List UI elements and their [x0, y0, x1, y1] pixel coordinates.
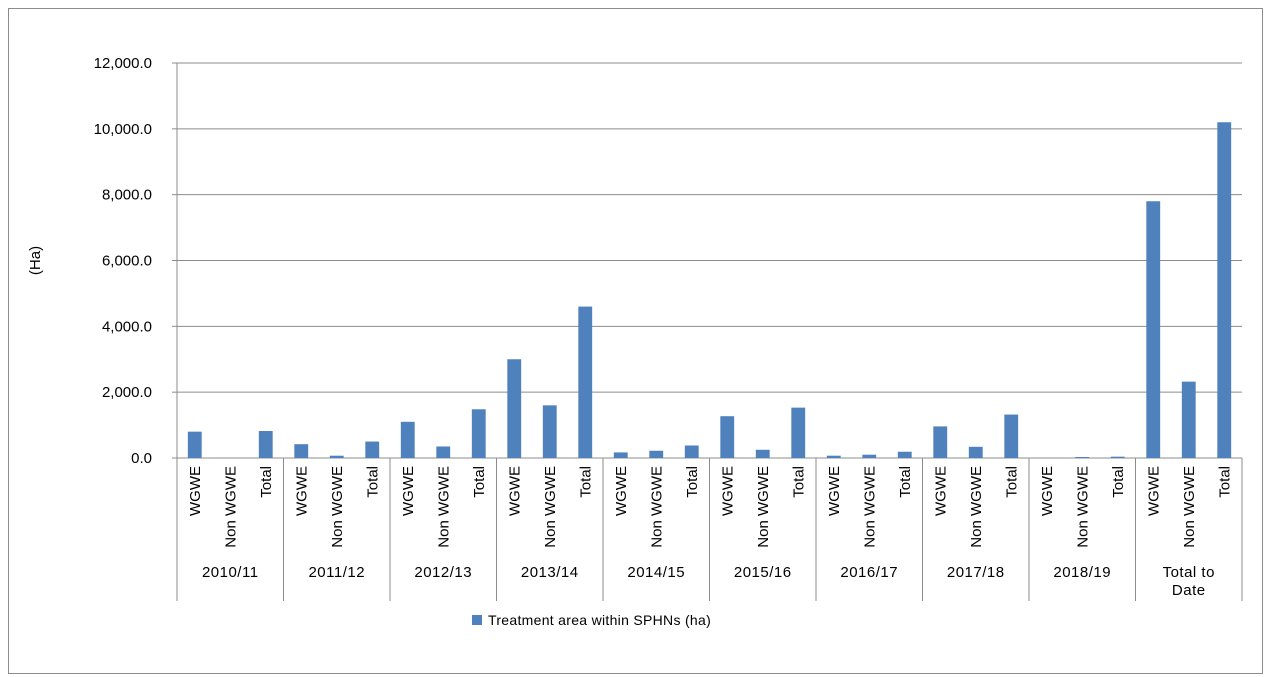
y-tick-label: 0.0: [131, 450, 152, 467]
group-label: 2015/16: [734, 564, 792, 581]
group-label: 2014/15: [627, 564, 685, 581]
bar: [329, 455, 344, 458]
bar: [826, 455, 841, 458]
category-label: Total: [471, 466, 488, 498]
bar: [791, 407, 806, 458]
bar: [187, 431, 202, 458]
bar: [507, 359, 522, 458]
bar: [436, 446, 451, 458]
y-axis-title: (Ha): [27, 246, 44, 275]
chart-frame: [8, 8, 1263, 674]
bar: [1110, 456, 1125, 458]
category-label: Non WGWE: [435, 466, 452, 548]
category-label: WGWE: [613, 466, 630, 516]
bar: [1217, 122, 1232, 458]
category-label: Non WGWE: [329, 466, 346, 548]
bar: [294, 444, 309, 458]
bar: [897, 451, 912, 458]
category-label: WGWE: [932, 466, 949, 516]
y-tick-label: 12,000.0: [94, 55, 152, 72]
category-label: Non WGWE: [968, 466, 985, 548]
bar: [578, 306, 593, 458]
category-label: Total: [1110, 466, 1127, 498]
bar: [933, 426, 948, 458]
group-label: 2018/19: [1053, 564, 1111, 581]
category-label: Total: [684, 466, 701, 498]
bar: [862, 454, 877, 458]
category-label: WGWE: [400, 466, 417, 516]
category-label: Total: [364, 466, 381, 498]
category-label: Non WGWE: [648, 466, 665, 548]
legend-label: Treatment area within SPHNs (ha): [488, 612, 711, 628]
category-label: Non WGWE: [755, 466, 772, 548]
category-label: Total: [790, 466, 807, 498]
bar: [1004, 414, 1019, 458]
group-label: 2012/13: [414, 564, 472, 581]
bar: [755, 449, 770, 458]
category-label: Non WGWE: [1074, 466, 1091, 548]
bar: [968, 446, 983, 458]
category-label: WGWE: [719, 466, 736, 516]
category-label: Non WGWE: [222, 466, 239, 548]
bar: [1146, 201, 1161, 458]
category-label: Non WGWE: [1181, 466, 1198, 548]
category-label: WGWE: [826, 466, 843, 516]
y-tick-label: 2,000.0: [102, 384, 152, 401]
category-label: WGWE: [187, 466, 204, 516]
category-label: WGWE: [293, 466, 310, 516]
category-label: Total: [1216, 466, 1233, 498]
category-label: Total: [897, 466, 914, 498]
category-label: WGWE: [1039, 466, 1056, 516]
group-label: 2017/18: [947, 564, 1005, 581]
group-label: Total to Date: [1163, 564, 1215, 599]
y-tick-label: 10,000.0: [94, 121, 152, 138]
group-label: 2013/14: [521, 564, 579, 581]
group-label: 2010/11: [202, 564, 259, 581]
bar: [613, 452, 628, 458]
bar: [365, 441, 380, 458]
category-label: Non WGWE: [542, 466, 559, 548]
category-label: Total: [258, 466, 275, 498]
bar: [1075, 457, 1090, 458]
category-label: Total: [1003, 466, 1020, 498]
legend-swatch: [472, 615, 482, 625]
category-label: Non WGWE: [861, 466, 878, 548]
bar: [400, 421, 415, 458]
group-label: 2016/17: [840, 564, 898, 581]
group-label: 2011/12: [308, 564, 365, 581]
bar: [684, 445, 699, 458]
category-label: Total: [577, 466, 594, 498]
bar: [720, 416, 735, 458]
bar: [542, 405, 557, 458]
bar: [1181, 381, 1196, 458]
category-label: WGWE: [506, 466, 523, 516]
bar: [471, 409, 486, 458]
y-tick-label: 4,000.0: [102, 318, 152, 335]
y-tick-label: 6,000.0: [102, 253, 152, 270]
y-tick-label: 8,000.0: [102, 187, 152, 204]
bar: [258, 431, 273, 458]
bar: [649, 450, 664, 458]
category-label: WGWE: [1145, 466, 1162, 516]
